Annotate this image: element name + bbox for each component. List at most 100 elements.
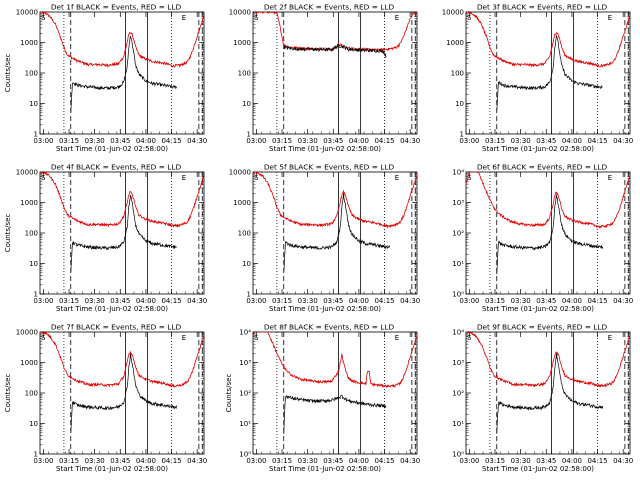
x-tick-label: 03:45 xyxy=(323,297,343,305)
y-tick-label: 10 xyxy=(242,100,251,108)
end-marker-label: E xyxy=(608,174,612,182)
panel-title: Det 3f BLACK = Events, RED = LLD xyxy=(477,3,608,12)
panel-title: Det 4f BLACK = Events, RED = LLD xyxy=(51,163,182,172)
y-tick-label: 1000 xyxy=(233,199,251,207)
series-events-line xyxy=(70,194,177,273)
x-tick-label: 04:15 xyxy=(587,137,607,145)
y-axis-label: Counts/sec xyxy=(4,54,12,93)
x-tick-label: 04:30 xyxy=(400,457,420,465)
x-tick-label: 03:15 xyxy=(485,137,505,145)
y-tick-label: 10000 xyxy=(16,9,38,17)
x-tick-label: 03:45 xyxy=(323,457,343,465)
x-tick-label: 03:30 xyxy=(85,457,105,465)
plot-frame xyxy=(252,11,418,135)
x-tick-label: 04:30 xyxy=(400,137,420,145)
x-tick-label: 04:30 xyxy=(187,137,207,145)
panel-det1f: Det 1f BLACK = Events, RED = LLD 1 10 100 10… xyxy=(4,3,207,154)
x-tick-label: 03:15 xyxy=(272,137,292,145)
x-tick-label: 03:15 xyxy=(59,457,79,465)
x-tick-label: 04:30 xyxy=(400,297,420,305)
y-tick-label: 10³ xyxy=(452,199,464,207)
y-tick-label: 10⁴ xyxy=(452,169,464,177)
x-tick-label: 04:15 xyxy=(374,457,394,465)
plot-frame xyxy=(252,331,418,455)
series-lld-line xyxy=(253,172,417,229)
x-axis-label: Start Time (01-Jun-02 02:58:00) xyxy=(56,305,168,313)
y-tick-label: 10³ xyxy=(452,359,464,367)
x-axis-label: Start Time (01-Jun-02 02:58:00) xyxy=(56,145,168,153)
series-events-line xyxy=(496,353,604,434)
y-tick-label: 10⁴ xyxy=(452,329,464,337)
y-tick-label: 1 xyxy=(247,291,251,299)
x-tick-label: 03:15 xyxy=(59,297,79,305)
x-tick-label: 04:00 xyxy=(562,297,582,305)
x-tick-label: 03:00 xyxy=(246,137,266,145)
y-tick-label: 10000 xyxy=(442,9,464,17)
end-marker-label: E xyxy=(395,14,399,22)
plot-frame xyxy=(465,331,631,455)
panel-det5f: Det 5f BLACK = Events, RED = LLD 1 10 100 10… xyxy=(229,163,421,314)
x-tick-label: 03:00 xyxy=(459,297,479,305)
plot-frame xyxy=(39,331,205,455)
series-events-line xyxy=(283,43,387,59)
x-tick-label: 03:00 xyxy=(33,297,53,305)
x-tick-label: 03:00 xyxy=(246,297,266,305)
y-tick-label: 100 xyxy=(238,230,251,238)
y-tick-label: 1 xyxy=(34,131,38,139)
start-marker-label: S xyxy=(254,14,259,22)
end-marker-label: E xyxy=(182,174,186,182)
x-tick-label: 03:00 xyxy=(33,137,53,145)
panel-title: Det 8f BLACK = Events, RED = LLD xyxy=(264,323,395,332)
y-tick-label: 100 xyxy=(25,390,38,398)
plot-frame xyxy=(39,171,205,295)
series-lld-line xyxy=(253,332,417,389)
y-tick-label: 10⁰ xyxy=(452,291,464,299)
start-marker-label: S xyxy=(467,14,472,22)
series-lld-line xyxy=(253,12,417,53)
x-tick-label: 03:30 xyxy=(298,137,318,145)
plot-frame xyxy=(465,171,631,295)
x-tick-label: 04:00 xyxy=(136,137,156,145)
panel-title: Det 6f BLACK = Events, RED = LLD xyxy=(477,163,608,172)
y-axis-label: Counts/sec xyxy=(225,374,233,413)
panel-title: Det 1f BLACK = Events, RED = LLD xyxy=(51,3,182,12)
x-tick-label: 03:30 xyxy=(511,137,531,145)
y-axis-label: Counts/sec xyxy=(4,214,12,253)
y-tick-label: 1000 xyxy=(20,199,38,207)
panel-det3f: Det 3f BLACK = Events, RED = LLD 1 10 100 10… xyxy=(442,3,634,154)
y-tick-label: 1 xyxy=(34,291,38,299)
panel-det9f: Det 9f BLACK = Events, RED = LLD 10⁰ 10¹ 10… xyxy=(452,323,633,474)
x-tick-label: 04:15 xyxy=(587,457,607,465)
start-marker-label: S xyxy=(467,174,472,182)
x-tick-label: 03:30 xyxy=(85,297,105,305)
series-events-line xyxy=(70,35,178,113)
end-marker-label: E xyxy=(395,334,399,342)
y-tick-label: 10 xyxy=(455,100,464,108)
panel-det2f: Det 2f BLACK = Events, RED = LLD 1 10 100 10… xyxy=(229,3,421,154)
x-tick-label: 04:15 xyxy=(587,297,607,305)
end-marker-label: E xyxy=(608,14,612,22)
x-tick-label: 04:30 xyxy=(187,457,207,465)
x-axis-label: Start Time (01-Jun-02 02:58:00) xyxy=(482,465,594,473)
y-tick-label: 1000 xyxy=(233,39,251,47)
series-events-line xyxy=(70,353,178,433)
panel-title: Det 2f BLACK = Events, RED = LLD xyxy=(264,3,395,12)
end-marker-label: E xyxy=(182,14,186,22)
plot-frame xyxy=(252,171,418,295)
x-tick-label: 03:15 xyxy=(485,457,505,465)
x-tick-label: 04:15 xyxy=(161,457,181,465)
x-tick-label: 03:30 xyxy=(511,457,531,465)
start-marker-label: S xyxy=(41,14,46,22)
y-tick-label: 1000 xyxy=(446,39,464,47)
start-marker-label: S xyxy=(41,174,46,182)
x-tick-label: 04:30 xyxy=(613,457,633,465)
y-tick-label: 10¹ xyxy=(239,420,251,428)
x-tick-label: 04:15 xyxy=(374,137,394,145)
y-tick-label: 100 xyxy=(25,70,38,78)
x-tick-label: 04:15 xyxy=(161,137,181,145)
panel-title: Det 7f BLACK = Events, RED = LLD xyxy=(51,323,182,332)
x-tick-label: 03:30 xyxy=(298,457,318,465)
x-tick-label: 03:30 xyxy=(298,297,318,305)
panel-det8f: Det 8f BLACK = Events, RED = LLD 10⁰ 10¹ 10… xyxy=(225,323,420,474)
plot-frame xyxy=(465,11,631,135)
